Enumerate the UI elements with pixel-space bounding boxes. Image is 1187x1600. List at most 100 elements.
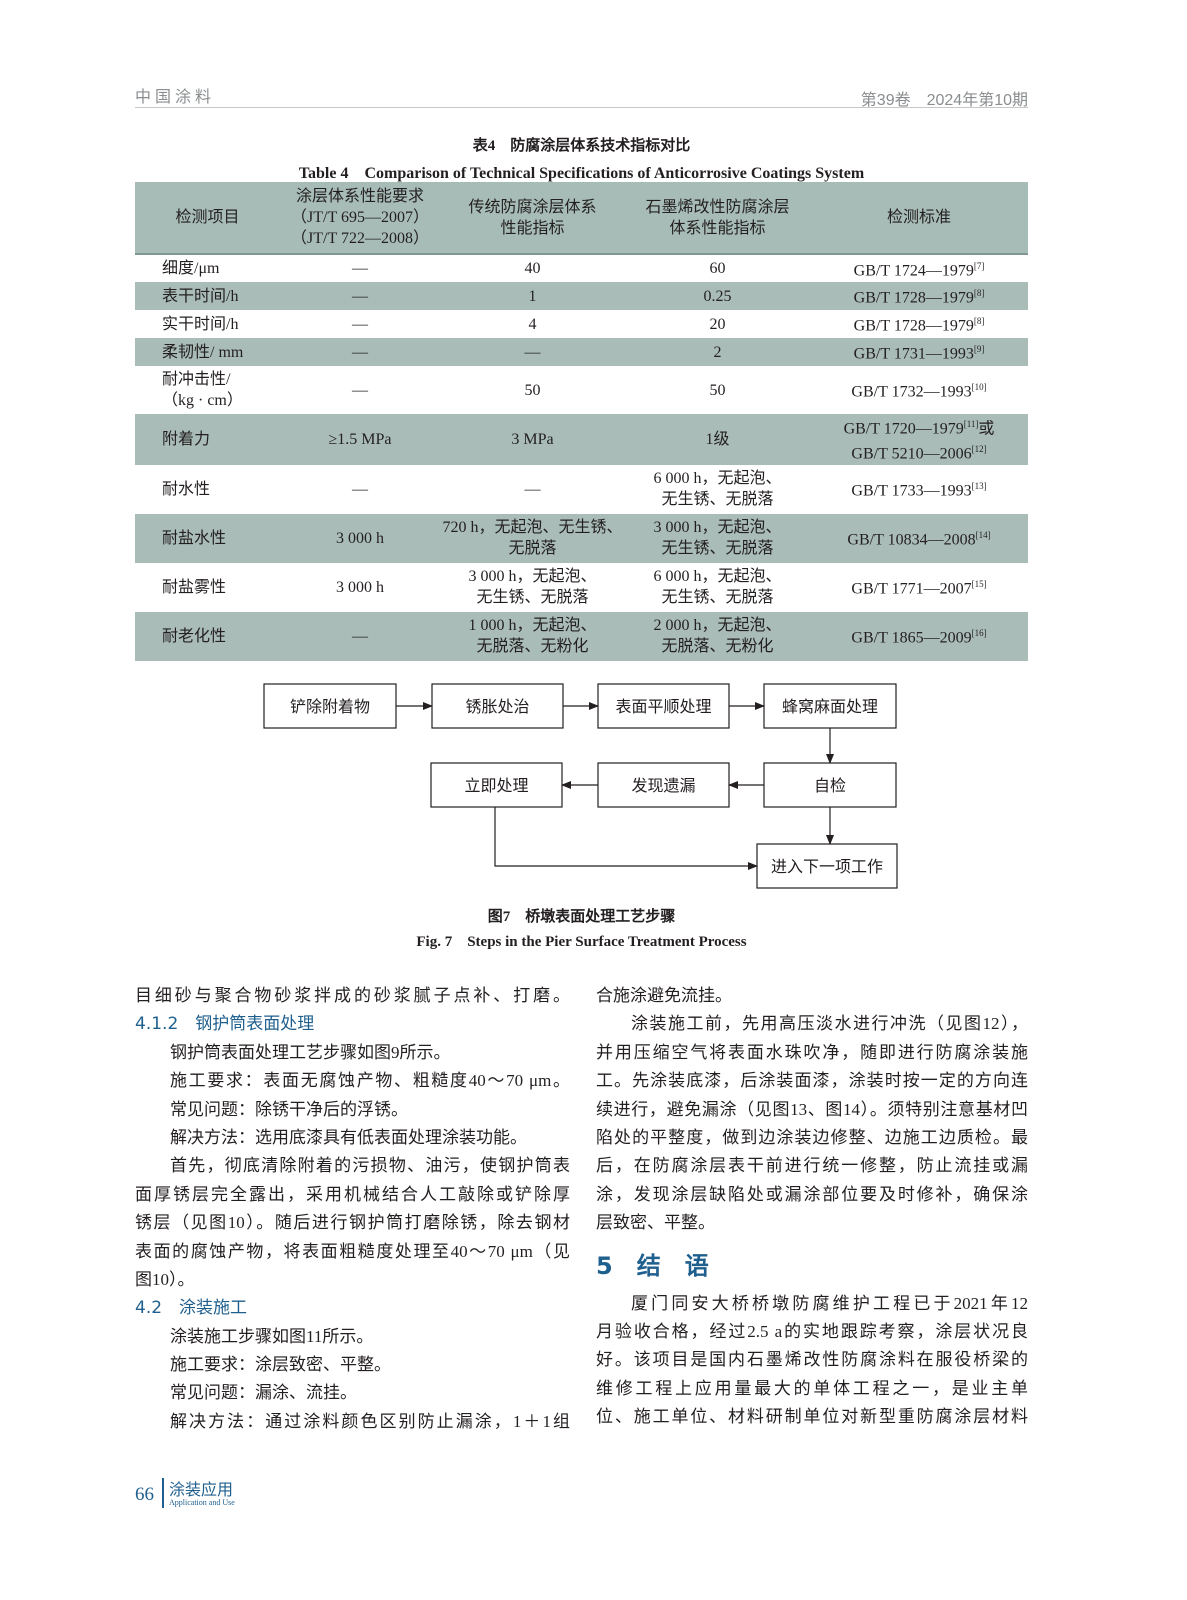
- flow-step-label: 立即处理: [464, 777, 528, 795]
- text-line: 续进行，避免漏涂（见图13、图14）。须特别注意基材凹: [596, 1099, 1028, 1119]
- reference-mark: [12]: [971, 444, 987, 455]
- table-row: 耐盐水性 3 000 h 720 h，无起泡、无生锈、 无脱落 3 000 h，无起泡、…: [135, 513, 1028, 563]
- text-line: 陷处的平整度，做到边涂装边修整、边施工边质检。最: [596, 1127, 1028, 1147]
- table-row: 耐盐雾性 3 000 h 3 000 h，无起泡、 无生锈、无脱落 6 000 h，无起…: [135, 563, 1028, 612]
- reference-mark: [14]: [975, 530, 991, 541]
- cell-graphene-value: 6 000 h，无起泡、 无生锈、无脱落: [653, 568, 782, 607]
- cell-graphene-value: 2: [625, 338, 810, 366]
- cell-standard: GB/T 10834—2008[14]: [810, 513, 1028, 563]
- reference-mark: [7]: [973, 260, 985, 271]
- section-name-en: Application and Use: [169, 1498, 235, 1507]
- text-line: 位、施工单位、材料研制单位对新型重防腐涂层材料: [596, 1407, 1028, 1427]
- cell-row-item: 柔韧性/ mm: [135, 338, 280, 366]
- text-line: 解决方法：选用底漆具有低表面处理涂装功能。: [170, 1127, 527, 1147]
- text-line: 施工要求：涂层致密、平整。: [170, 1355, 391, 1375]
- cell-graphene-value: 20: [709, 315, 726, 333]
- cell-graphene-value: 3 000 h，无起泡、 无生锈、无脱落: [625, 513, 810, 563]
- cell-requirement: ≥1.5 MPa: [280, 414, 440, 465]
- cell-traditional-value: 4: [528, 315, 537, 333]
- text-line: 好。该项目是国内石墨烯改性防腐涂料在服役桥梁的: [596, 1350, 1028, 1370]
- page-number: 66: [135, 1484, 154, 1505]
- spec-table: 检测项目 涂层体系性能要求 （JT/T 695—2007） （JT/T 722—200…: [135, 182, 1028, 661]
- text-line: 面厚锈层完全露出，采用机械结合人工敲除或铲除厚: [135, 1184, 570, 1204]
- table-row: 耐老化性 —1 000 h，无起泡、 无脱落、无粉化 2 000 h，无起泡、 无脱落、…: [135, 611, 1028, 661]
- reference-mark: [16]: [971, 628, 987, 639]
- cell-row-item: 耐盐水性: [135, 513, 280, 563]
- text-line: 并用压缩空气将表面水珠吹净，随即进行防腐涂装施: [596, 1042, 1028, 1062]
- text-line: 涂装施工前，先用高压淡水进行冲洗（见图12），: [631, 1014, 1028, 1034]
- reference-mark: [13]: [971, 481, 987, 492]
- cell-traditional-value: 50: [524, 381, 541, 399]
- flow-box-immediate-treatment: [430, 762, 563, 808]
- flow-box-next-task: [756, 843, 898, 889]
- cell-standard: GB/T 1720—1979[11]或 GB/T 5210—2006[12]: [810, 414, 1028, 465]
- figure-caption-en: Fig. 7 Steps in the Pier Surface Treatme…: [416, 934, 747, 950]
- text-line: 常见问题：漏涂、流挂。: [170, 1383, 357, 1403]
- cell-standard: GB/T 1728—1979[8]: [853, 316, 985, 335]
- flow-box-surface-smoothing: [597, 683, 730, 729]
- text-line: 常见问题：除锈干净后的浮锈。: [170, 1099, 408, 1119]
- table-row: 柔韧性/ mm — —2 GB/T 1731—1993[9]: [135, 338, 1028, 366]
- flow-box-rust-treatment: [431, 683, 564, 729]
- text-line: 锈层（见图10）。随后进行钢护筒打磨除锈，除去钢材: [135, 1213, 570, 1233]
- cell-standard: GB/T 1732—1993[10]: [851, 382, 987, 401]
- cell-traditional-value: —: [440, 338, 625, 366]
- cell-graphene-value: 60: [709, 260, 726, 277]
- cell-standard: GB/T 1733—1993[13]: [851, 481, 987, 500]
- table-row: 实干时间/h — 4 20 GB/T 1728—1979[8]: [135, 310, 1028, 338]
- figure-caption-cn: 图7 桥墩表面处理工艺步骤: [487, 909, 676, 925]
- table-row: 耐水性 — — 6 000 h，无起泡、 无生锈、无脱落 GB/T 1733—1993[1…: [135, 465, 1028, 514]
- cell-requirement: —: [352, 315, 368, 333]
- table-caption-en: Table 4 Comparison of Technical Specific…: [298, 165, 865, 182]
- cell-graphene-value: 0.25: [625, 282, 810, 310]
- text-line: 月验收合格，经过2.5 a的实地跟踪考察，涂层状况良: [596, 1321, 1028, 1341]
- text-line: 涂，发现涂层缺陷处或漏涂部位要及时修补，确保涂: [596, 1184, 1028, 1204]
- text-line: 表面的腐蚀产物，将表面粗糙度处理至40～70 μm（见: [135, 1241, 570, 1261]
- cell-standard: GB/T 1771—2007[15]: [851, 579, 987, 598]
- flow-step-label: 自检: [814, 777, 846, 795]
- cell-row-item: 耐老化性: [135, 611, 280, 661]
- cell-row-item: 附着力: [135, 414, 280, 465]
- cell-traditional-value: —: [524, 480, 541, 498]
- table-row: 附着力 ≥1.5 MPa 3 MPa 1级 GB/T 1720—1979[11]或 GB/…: [135, 414, 1028, 465]
- table-caption-cn: 表4 防腐涂层体系技术指标对比: [472, 138, 691, 154]
- text-line: 涂装施工步骤如图11所示。: [170, 1326, 374, 1346]
- cell-requirement: —: [352, 381, 368, 399]
- reference-mark: [8]: [973, 288, 985, 299]
- cell-requirement: 3 000 h: [336, 578, 384, 596]
- text-line: 维修工程上应用量最大的单体工程之一，是业主单: [596, 1378, 1028, 1398]
- cell-row-item: 实干时间/h: [162, 315, 239, 333]
- column-header: 检测标准: [810, 182, 1028, 255]
- reference-mark: [8]: [973, 316, 985, 327]
- cell-row-item: 耐水性: [162, 480, 211, 498]
- text-line: 图10）。: [135, 1269, 195, 1289]
- issue-info: 第39卷 2024年第10期: [860, 92, 1028, 109]
- column-header: 石墨烯改性防腐涂层 体系性能指标: [625, 182, 810, 255]
- cell-traditional-value: 720 h，无起泡、无生锈、 无脱落: [440, 513, 625, 563]
- cell-requirement: —: [280, 282, 440, 310]
- table-row: 耐冲击性/（kg · cm） — 50 50 GB/T 1732—1993[10]: [135, 366, 1028, 414]
- cell-standard: GB/T 1728—1979[8]: [810, 282, 1028, 310]
- cell-requirement: 3 000 h: [280, 513, 440, 563]
- reference-mark: [11]: [963, 419, 979, 429]
- column-header: 涂层体系性能要求 （JT/T 695—2007） （JT/T 722—2008）: [280, 182, 440, 255]
- flow-step-label: 进入下一项工作: [771, 858, 883, 876]
- footer-divider: [162, 1478, 164, 1508]
- section-heading: 4.1.2 钢护筒表面处理: [135, 1014, 315, 1035]
- cell-traditional-value: 1: [440, 282, 625, 310]
- text-line: 解决方法：通过涂料颜色区别防止漏涂，1＋1组: [170, 1411, 570, 1431]
- text-line: 合施涂避免流挂。: [596, 986, 732, 1005]
- table-row: 表干时间/h —1 0.25 GB/T 1728—1979[8]: [135, 282, 1028, 310]
- cell-traditional-value: 40: [524, 260, 541, 277]
- text-line: 施工要求：表面无腐蚀产物、粗糙度40～70 μm。: [170, 1071, 570, 1091]
- flow-step-label: 铲除附着物: [290, 698, 370, 716]
- flow-step-label: 发现遗漏: [631, 777, 695, 795]
- text-line: 钢护筒表面处理工艺步骤如图9所示。: [170, 1042, 451, 1062]
- column-header: 传统防腐涂层体系 性能指标: [440, 182, 625, 255]
- journal-name: 中国涂料: [135, 87, 216, 106]
- flow-arrow: [494, 807, 758, 870]
- cell-traditional-value: 1 000 h，无起泡、 无脱落、无粉化: [440, 611, 625, 661]
- flow-box-honeycomb-treatment: [763, 683, 897, 729]
- cell-requirement: —: [352, 260, 368, 277]
- section-heading: 4.2 涂装施工: [135, 1298, 248, 1319]
